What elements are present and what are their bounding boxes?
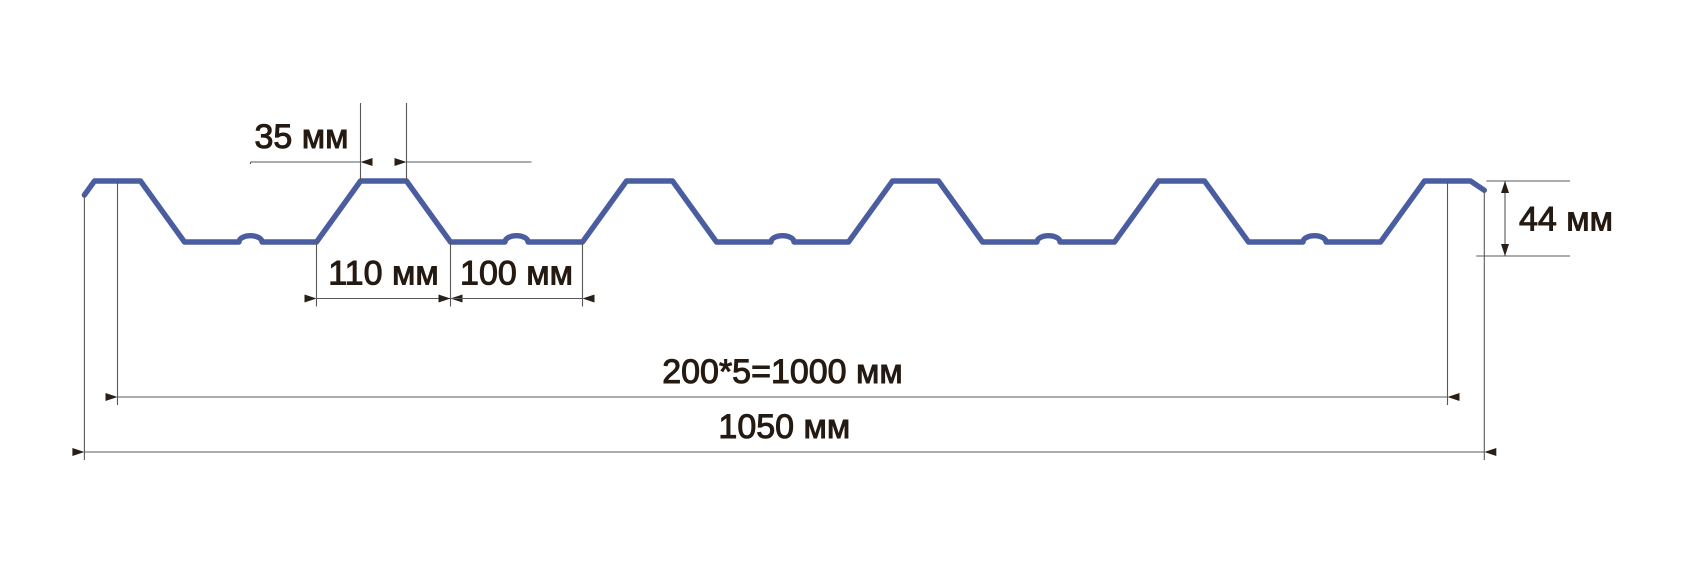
svg-text:44 мм: 44 мм bbox=[1519, 201, 1613, 239]
svg-text:200*5=1000 мм: 200*5=1000 мм bbox=[662, 353, 903, 391]
svg-text:110 мм: 110 мм bbox=[328, 255, 438, 293]
svg-text:35 мм: 35 мм bbox=[254, 118, 348, 156]
svg-text:100 мм: 100 мм bbox=[460, 255, 573, 293]
svg-text:1050 мм: 1050 мм bbox=[718, 408, 850, 446]
